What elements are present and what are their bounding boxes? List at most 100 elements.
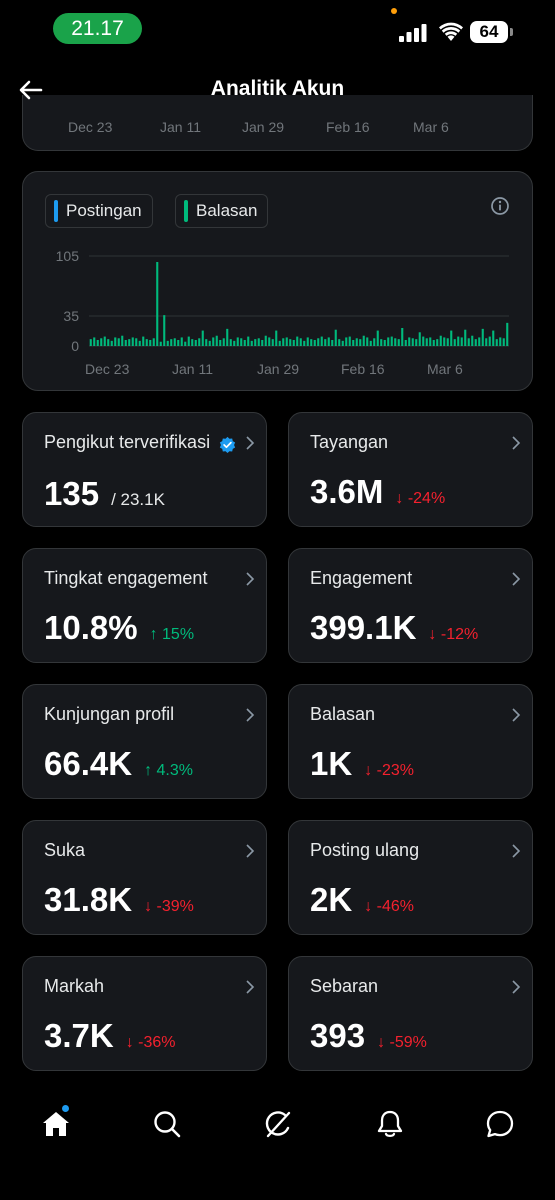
chart-bar-replies [201,330,204,346]
chart-bar-replies [275,330,278,346]
status-bar: 21.17 64 [0,0,555,60]
metric-value: 66.4K [44,745,133,782]
metric-card-likes[interactable]: Suka 31.8K ↓ -39% [22,820,267,935]
metric-change: ↓ -12% [428,626,479,643]
chart-bar-replies [107,339,110,346]
chart-bar-replies [191,339,194,346]
wifi-icon [439,22,463,41]
chevron-right-icon [246,572,255,586]
chart-bar-replies [306,337,309,346]
chart-bar-replies [236,337,239,346]
chart-bar-replies [215,335,218,346]
metric-value: 2K [310,881,353,918]
metric-label: Kunjungan profil [44,704,175,724]
header: Analitik Akun [0,65,555,115]
chart-bar-replies [296,336,299,346]
info-icon[interactable] [490,196,510,216]
chart-bar-replies [93,337,96,346]
chart-bar-replies [173,338,176,346]
legend-swatch-posts [54,200,58,222]
impressions-chart-card: Dec 23 Jan 11 Jan 29 Feb 16 Mar 6 [22,95,533,151]
nav-notifications[interactable] [374,1108,406,1140]
date-tick: Jan 11 [160,119,201,135]
chart-bar-replies [135,338,138,346]
metric-card-verified-followers[interactable]: Pengikut terverifikasi 135 / 23.1K [22,412,267,527]
metric-card-engagement-rate[interactable]: Tingkat engagement 10.8% ↑ 15% [22,548,267,663]
chart-bar-replies [257,338,260,346]
metric-card-reposts[interactable]: Posting ulang 2K ↓ -46% [288,820,533,935]
metric-card-shares[interactable]: Sebaran 393 ↓ -59% [288,956,533,1071]
metric-card-profile-visits[interactable]: Kunjungan profil 66.4K ↑ 4.3% [22,684,267,799]
nav-home[interactable] [40,1108,72,1140]
chart-bar-replies [506,322,509,346]
chart-bar-replies [163,315,166,346]
chart-bar-replies [380,339,383,346]
metric-change: ↓ -36% [125,1034,176,1051]
chart-bar-replies [362,335,365,346]
chevron-right-icon [246,436,255,450]
chart-bar-replies [352,340,355,346]
status-time: 21.17 [53,13,142,44]
chart-x-tick-label: Mar 6 [427,361,463,377]
metric-change: ↓ -59% [377,1034,427,1051]
metric-label: Markah [44,976,105,996]
chevron-right-icon [512,436,521,450]
chart-bar-replies [166,340,169,346]
chart-bar-replies [103,336,106,346]
chart-bar-replies [425,338,428,346]
chart-bar-replies [366,337,369,346]
date-tick: Jan 29 [242,119,285,135]
chart-bar-replies [317,338,320,346]
legend-posts[interactable]: Postingan [45,194,153,228]
chart-bar-replies [404,340,407,346]
metric-card-engagement[interactable]: Engagement 399.1K ↓ -12% [288,548,533,663]
chart-bar-replies [194,340,197,346]
chart-bar-replies [264,335,267,346]
chart-bar-replies [100,338,103,346]
metric-change: ↓ -23% [364,762,414,779]
chart-bar-replies [320,336,323,346]
chart-bar-replies [278,340,281,346]
chart-bar-replies [495,339,498,346]
chart-bar-replies [474,339,477,346]
grok-icon [265,1111,291,1138]
metric-card-impressions[interactable]: Tayangan 3.6M ↓ -24% [288,412,533,527]
chart-bar-replies [453,339,456,346]
chart-bar-replies [149,340,152,346]
chart-bar-replies [443,337,446,346]
metric-change: ↓ -46% [364,898,414,915]
metric-change: ↑ 15% [149,626,195,643]
chart-bar-replies [114,337,117,346]
nav-messages[interactable] [484,1108,516,1140]
chart-bar-replies [373,338,376,346]
legend-swatch-replies [184,200,188,222]
messages-icon [486,1110,514,1138]
chart-bar-replies [390,336,393,346]
chart-bar-replies [327,337,330,346]
metric-change: ↓ -24% [395,490,446,507]
metric-label: Suka [44,840,86,860]
chart-bar-replies [502,338,505,346]
chart-bar-replies [467,338,470,346]
chart-bar-replies [313,340,316,346]
battery-level: 64 [470,21,508,43]
nav-search[interactable] [151,1108,183,1140]
chart-y-tick-label: 35 [63,308,79,324]
chart-x-tick-label: Jan 11 [172,361,213,377]
chart-bar-replies [128,339,131,346]
metric-card-replies[interactable]: Balasan 1K ↓ -23% [288,684,533,799]
metric-value: 31.8K [44,881,133,918]
chart-bar-replies [271,339,274,346]
verified-badge-icon [219,436,236,453]
back-button[interactable] [14,73,48,107]
chart-bar-replies [485,338,488,346]
chart-bar-replies [471,335,474,346]
chart-bar-replies [341,340,344,346]
chart-y-tick-label: 0 [71,338,79,354]
battery-icon: 64 [470,21,514,43]
chart-bar-replies [110,340,113,346]
metric-card-bookmarks[interactable]: Markah 3.7K ↓ -36% [22,956,267,1071]
legend-replies[interactable]: Balasan [175,194,269,228]
metric-label: Engagement [310,568,413,588]
nav-grok[interactable] [262,1108,294,1140]
